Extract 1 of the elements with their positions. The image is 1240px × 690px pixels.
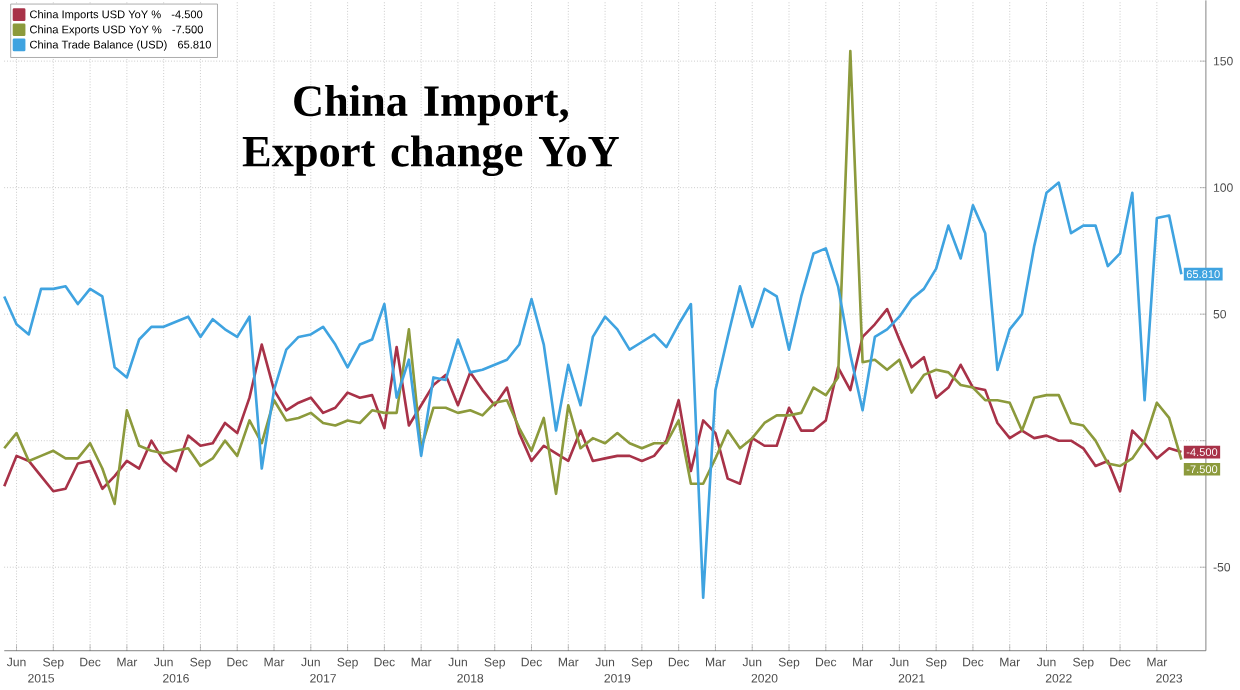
- text: China Import, Export change YoY: [242, 85, 619, 177]
